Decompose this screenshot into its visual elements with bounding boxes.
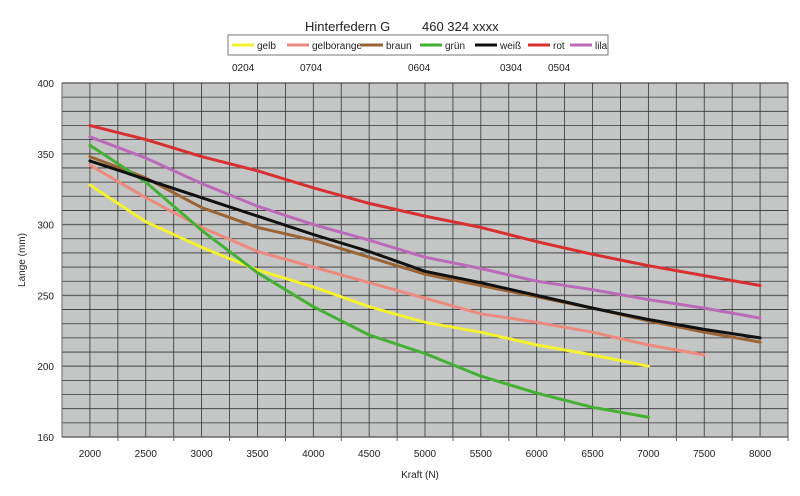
code-labels: 0204 0704 0604 0304 0504: [232, 63, 571, 74]
code-label: 0704: [300, 63, 323, 74]
series-line-gelb: [88, 183, 650, 368]
y-tick-label: 200: [37, 362, 54, 373]
y-tick-label: 300: [37, 221, 54, 232]
x-tick-label: 2500: [135, 449, 158, 460]
series-line-grün: [88, 143, 650, 419]
x-tick-label: 8000: [749, 449, 772, 460]
x-tick-label: 3000: [190, 449, 213, 460]
x-tick-label: 7000: [637, 449, 660, 460]
code-label: 0204: [232, 63, 255, 74]
y-axis-label: Lange (mm): [17, 233, 28, 287]
legend-label: gelb: [257, 41, 276, 52]
x-tick-label: 7500: [693, 449, 716, 460]
legend-label: rot: [553, 41, 565, 52]
axes: 400 350 300 250 200 160 2000 2500 3000 3500 4000 45…: [37, 79, 789, 460]
code-label: 0304: [500, 63, 523, 74]
series-lines: [88, 124, 762, 419]
y-tick-label: 400: [37, 79, 54, 90]
x-tick-label: 4000: [302, 449, 325, 460]
legend-label: grün: [445, 41, 465, 52]
x-tick-label: 6500: [581, 449, 604, 460]
y-tick-label: 250: [37, 291, 54, 302]
legend-label: weiß: [499, 41, 521, 52]
series-line-weiß: [88, 159, 762, 340]
x-tick-label: 6000: [526, 449, 549, 460]
legend-label: lila: [595, 41, 608, 52]
x-tick-label: 3500: [246, 449, 269, 460]
x-axis-label: Kraft (N): [401, 470, 439, 481]
code-label: 0604: [408, 63, 431, 74]
y-tick-label: 350: [37, 150, 54, 161]
series-line-lila: [88, 135, 762, 320]
chart-title: Hinterfedern G: [305, 19, 390, 34]
chart-subtitle: 460 324 xxxx: [422, 19, 499, 34]
code-label: 0504: [548, 63, 571, 74]
legend-label: braun: [386, 41, 412, 52]
legend-label: gelborange: [312, 41, 362, 52]
legend-box: [227, 34, 609, 56]
x-tick-label: 2000: [79, 449, 102, 460]
x-tick-label: 4500: [358, 449, 381, 460]
x-tick-label: 5500: [470, 449, 493, 460]
series-line-rot: [88, 124, 762, 287]
legend: gelb gelborange braun grün weiß rot lila: [232, 41, 608, 52]
y-tick-label: 160: [37, 433, 54, 444]
x-tick-label: 5000: [414, 449, 437, 460]
